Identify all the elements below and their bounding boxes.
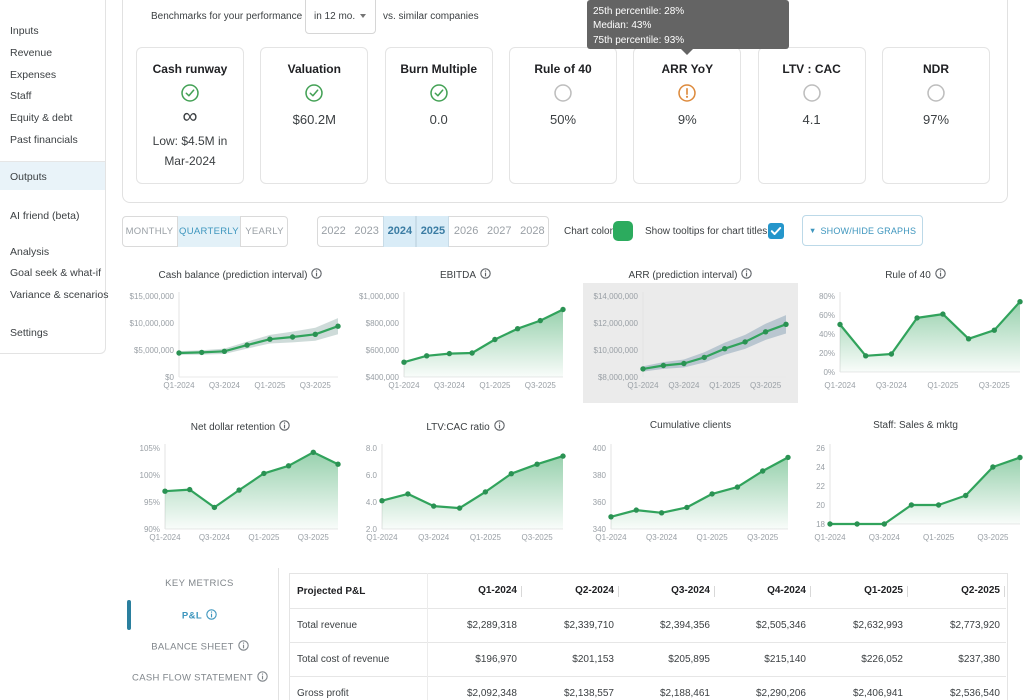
- svg-text:$0: $0: [165, 373, 174, 382]
- svg-text:100%: 100%: [140, 471, 160, 480]
- svg-text:95%: 95%: [144, 498, 160, 507]
- svg-text:400: 400: [593, 444, 607, 453]
- svg-text:4.0: 4.0: [366, 498, 378, 507]
- svg-text:Q1-2025: Q1-2025: [470, 533, 502, 542]
- svg-text:Q3-2024: Q3-2024: [646, 533, 678, 542]
- svg-text:340: 340: [593, 525, 607, 534]
- svg-text:Q1-2025: Q1-2025: [697, 533, 729, 542]
- svg-text:$15,000,000: $15,000,000: [130, 292, 175, 301]
- svg-text:6.0: 6.0: [366, 471, 378, 480]
- svg-text:Q3-2025: Q3-2025: [977, 533, 1009, 542]
- svg-text:380: 380: [593, 471, 607, 480]
- svg-text:Q3-2024: Q3-2024: [199, 533, 231, 542]
- svg-text:20%: 20%: [819, 349, 835, 358]
- svg-text:18: 18: [816, 520, 825, 529]
- svg-text:Q3-2024: Q3-2024: [418, 533, 450, 542]
- svg-text:$5,000,000: $5,000,000: [134, 346, 175, 355]
- svg-text:Q1-2025: Q1-2025: [479, 381, 511, 390]
- svg-text:Q1-2024: Q1-2024: [366, 533, 398, 542]
- svg-text:Q3-2024: Q3-2024: [668, 381, 700, 390]
- svg-text:Q1-2025: Q1-2025: [927, 381, 959, 390]
- svg-text:0%: 0%: [823, 368, 835, 377]
- svg-text:Q1-2024: Q1-2024: [627, 381, 659, 390]
- svg-text:Q1-2024: Q1-2024: [388, 381, 420, 390]
- svg-text:20: 20: [816, 501, 825, 510]
- svg-text:Q3-2024: Q3-2024: [869, 533, 901, 542]
- svg-text:Q3-2024: Q3-2024: [209, 381, 241, 390]
- svg-text:2.0: 2.0: [366, 525, 378, 534]
- svg-text:Q3-2025: Q3-2025: [522, 533, 554, 542]
- svg-text:40%: 40%: [819, 330, 835, 339]
- svg-text:$10,000,000: $10,000,000: [130, 319, 175, 328]
- svg-text:360: 360: [593, 498, 607, 507]
- svg-text:Q3-2025: Q3-2025: [525, 381, 557, 390]
- svg-text:90%: 90%: [144, 525, 160, 534]
- svg-text:Q1-2024: Q1-2024: [824, 381, 856, 390]
- svg-text:Q1-2025: Q1-2025: [254, 381, 286, 390]
- svg-text:$8,000,000: $8,000,000: [598, 373, 639, 382]
- svg-text:$600,000: $600,000: [366, 346, 400, 355]
- svg-text:Q1-2025: Q1-2025: [709, 381, 741, 390]
- svg-text:60%: 60%: [819, 311, 835, 320]
- svg-text:$10,000,000: $10,000,000: [594, 346, 639, 355]
- svg-text:Q1-2025: Q1-2025: [248, 533, 280, 542]
- svg-text:Q3-2024: Q3-2024: [434, 381, 466, 390]
- svg-text:Q1-2025: Q1-2025: [923, 533, 955, 542]
- svg-text:$800,000: $800,000: [366, 319, 400, 328]
- svg-text:Q1-2024: Q1-2024: [149, 533, 181, 542]
- svg-text:8.0: 8.0: [366, 444, 378, 453]
- svg-text:Q3-2025: Q3-2025: [750, 381, 782, 390]
- svg-text:Q3-2025: Q3-2025: [298, 533, 330, 542]
- svg-text:$12,000,000: $12,000,000: [594, 319, 639, 328]
- svg-text:80%: 80%: [819, 292, 835, 301]
- svg-text:105%: 105%: [140, 444, 160, 453]
- svg-text:$400,000: $400,000: [366, 373, 400, 382]
- svg-text:Q1-2024: Q1-2024: [595, 533, 627, 542]
- svg-text:Q3-2024: Q3-2024: [876, 381, 908, 390]
- svg-text:Q3-2025: Q3-2025: [300, 381, 332, 390]
- svg-text:$1,000,000: $1,000,000: [359, 292, 400, 301]
- svg-text:22: 22: [816, 482, 825, 491]
- svg-text:24: 24: [816, 463, 825, 472]
- svg-text:Q3-2025: Q3-2025: [747, 533, 779, 542]
- svg-text:Q3-2025: Q3-2025: [979, 381, 1011, 390]
- svg-text:26: 26: [816, 444, 825, 453]
- svg-text:Q1-2024: Q1-2024: [814, 533, 846, 542]
- svg-text:Q1-2024: Q1-2024: [163, 381, 195, 390]
- svg-text:$14,000,000: $14,000,000: [594, 292, 639, 301]
